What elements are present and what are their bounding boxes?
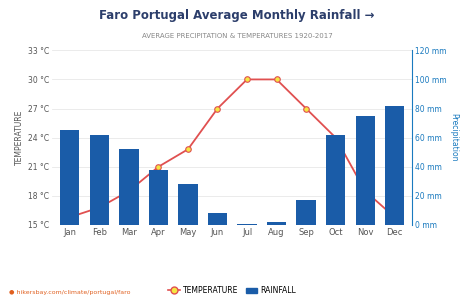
- Bar: [60, 130, 80, 225]
- Bar: [149, 170, 168, 225]
- Bar: [385, 106, 404, 225]
- Bar: [356, 116, 375, 225]
- Text: AVERAGE PRECIPITATION & TEMPERATURES 1920-2017: AVERAGE PRECIPITATION & TEMPERATURES 192…: [142, 33, 332, 38]
- Bar: [208, 213, 227, 225]
- Bar: [267, 222, 286, 225]
- Bar: [90, 135, 109, 225]
- Bar: [326, 135, 345, 225]
- Text: Faro Portugal Average Monthly Rainfall →: Faro Portugal Average Monthly Rainfall →: [99, 9, 375, 22]
- Legend: TEMPERATURE, RAINFALL: TEMPERATURE, RAINFALL: [165, 283, 299, 296]
- Bar: [296, 200, 316, 225]
- Bar: [178, 184, 198, 225]
- Text: ● hikersbay.com/climate/portugal/faro: ● hikersbay.com/climate/portugal/faro: [9, 289, 131, 295]
- Bar: [119, 149, 138, 225]
- Y-axis label: TEMPERATURE: TEMPERATURE: [15, 110, 24, 165]
- Bar: [237, 223, 256, 225]
- Y-axis label: Precipitation: Precipitation: [449, 113, 458, 162]
